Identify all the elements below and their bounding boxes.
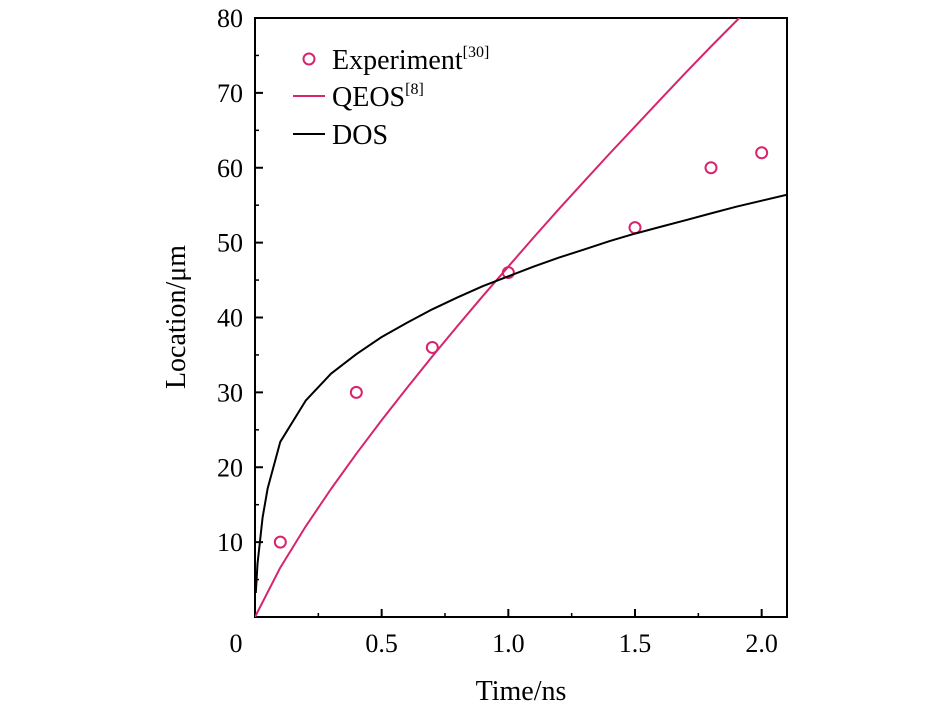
y-tick-label: 60 — [217, 154, 243, 183]
y-axis-ticks: 10 20 30 40 50 60 70 80 — [217, 4, 263, 581]
y-tick-label: 30 — [217, 378, 243, 407]
legend-label-superscript: [8] — [405, 81, 424, 98]
legend-label-superscript: [30] — [463, 44, 490, 61]
data-point-experiment — [704, 161, 718, 175]
data-point-experiment — [755, 146, 769, 160]
x-tick-label: 1.5 — [619, 629, 652, 658]
x-tick-label: 0 — [230, 629, 243, 658]
y-tick-label: 50 — [217, 229, 243, 258]
series-line-dos — [255, 193, 787, 594]
x-tick-label: 0.5 — [365, 629, 398, 658]
y-axis-label: Location/μm — [161, 245, 192, 389]
data-point-experiment — [273, 535, 287, 549]
series-layer — [255, 18, 787, 617]
x-tick-label: 2.0 — [745, 629, 778, 658]
data-point-experiment — [425, 340, 439, 354]
legend-label: DOS — [332, 120, 388, 151]
series-line-qeos — [255, 18, 741, 617]
x-axis-ticks: 0 0.5 1.0 1.5 2.0 — [230, 609, 778, 658]
y-tick-label: 10 — [217, 528, 243, 557]
y-tick-label: 40 — [217, 304, 243, 333]
x-tick-label: 1.0 — [492, 629, 525, 658]
y-tick-label: 20 — [217, 453, 243, 482]
legend-marker — [302, 52, 316, 66]
y-tick-label: 80 — [217, 4, 243, 33]
data-point-experiment — [349, 385, 363, 399]
y-tick-label: 70 — [217, 79, 243, 108]
x-axis-label: Time/ns — [476, 676, 567, 707]
